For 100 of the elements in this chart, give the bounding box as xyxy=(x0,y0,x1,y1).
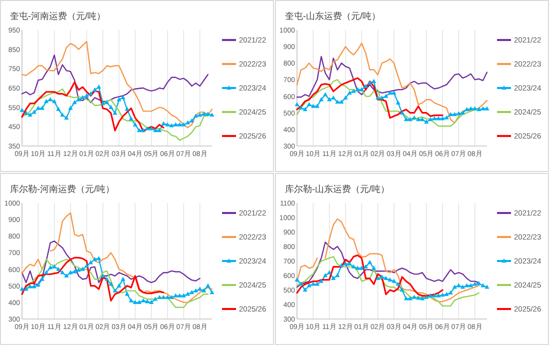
point xyxy=(460,284,466,289)
point xyxy=(388,277,392,282)
point xyxy=(408,296,412,300)
point xyxy=(392,90,396,95)
point xyxy=(310,104,316,108)
point xyxy=(20,286,24,291)
point xyxy=(444,292,449,296)
point xyxy=(404,116,408,122)
point xyxy=(424,119,429,124)
point xyxy=(424,294,429,299)
point xyxy=(120,276,126,281)
point xyxy=(210,290,214,294)
point xyxy=(52,264,57,268)
point xyxy=(404,296,408,300)
point xyxy=(120,95,126,100)
point xyxy=(314,104,320,108)
point xyxy=(68,106,73,110)
point xyxy=(384,94,388,98)
point xyxy=(128,116,134,121)
point xyxy=(165,294,170,300)
point xyxy=(64,115,69,120)
point xyxy=(392,278,396,283)
point xyxy=(157,294,162,300)
point xyxy=(169,123,174,128)
line-series xyxy=(296,56,488,98)
point xyxy=(96,84,102,89)
point xyxy=(194,288,198,292)
point xyxy=(56,266,61,271)
point xyxy=(343,261,348,266)
point xyxy=(472,282,478,286)
point xyxy=(181,293,186,298)
point xyxy=(396,282,400,286)
point xyxy=(420,116,425,122)
point xyxy=(104,100,110,104)
point xyxy=(161,294,166,300)
point xyxy=(432,293,437,298)
point xyxy=(44,99,49,104)
point xyxy=(464,107,470,112)
point xyxy=(140,128,146,132)
point xyxy=(40,106,45,110)
point xyxy=(36,106,40,110)
point xyxy=(56,106,61,111)
point xyxy=(480,106,486,110)
point xyxy=(185,120,190,124)
point xyxy=(464,283,470,288)
point xyxy=(416,116,421,122)
point xyxy=(310,282,316,286)
point xyxy=(177,122,182,126)
point xyxy=(343,95,348,100)
point xyxy=(84,263,89,268)
point xyxy=(194,114,198,118)
point xyxy=(468,283,474,288)
line-series xyxy=(296,242,480,288)
point xyxy=(189,290,194,294)
point xyxy=(165,122,170,126)
point xyxy=(436,116,441,120)
point xyxy=(314,282,320,286)
point xyxy=(306,283,312,288)
point xyxy=(408,116,412,122)
point xyxy=(100,100,106,106)
point xyxy=(444,115,449,120)
point xyxy=(351,264,356,268)
point xyxy=(396,100,400,105)
point xyxy=(177,293,182,298)
point xyxy=(327,270,332,274)
point xyxy=(173,122,178,126)
point xyxy=(376,276,380,280)
point xyxy=(181,122,186,126)
point xyxy=(20,108,24,112)
line-series xyxy=(296,42,488,124)
point xyxy=(298,282,304,286)
point xyxy=(92,256,98,261)
point xyxy=(112,288,118,292)
point xyxy=(80,95,85,100)
point xyxy=(448,112,453,116)
point xyxy=(40,276,45,281)
point xyxy=(331,276,336,280)
point xyxy=(363,264,368,268)
point xyxy=(294,277,300,282)
point xyxy=(88,260,94,264)
point xyxy=(84,93,89,98)
point xyxy=(169,294,174,300)
point xyxy=(48,97,53,102)
point xyxy=(161,121,166,126)
point xyxy=(440,116,445,120)
point xyxy=(347,261,352,266)
point xyxy=(347,90,352,95)
point xyxy=(412,294,417,299)
point xyxy=(64,273,69,278)
point xyxy=(468,106,474,110)
point xyxy=(400,110,404,114)
point xyxy=(384,276,388,280)
point xyxy=(372,78,376,83)
point xyxy=(36,282,40,287)
point xyxy=(100,273,106,278)
point xyxy=(355,266,360,270)
point xyxy=(428,293,433,298)
point xyxy=(372,266,376,270)
point xyxy=(380,274,384,279)
point xyxy=(140,298,146,302)
